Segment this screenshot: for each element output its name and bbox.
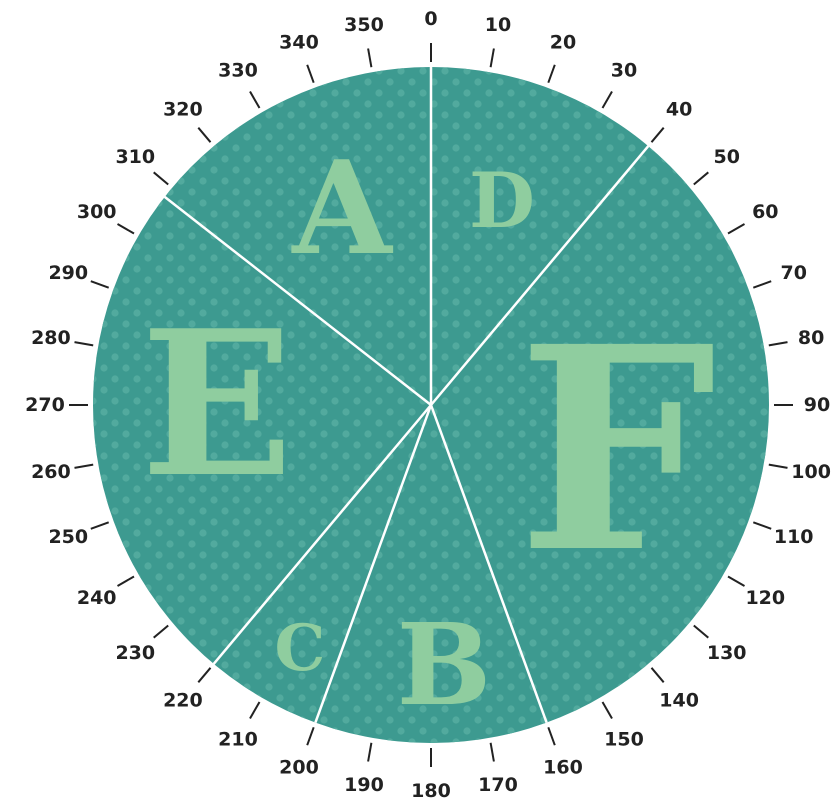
dial-tick-label: 140 (659, 690, 699, 712)
dial-tick (367, 742, 373, 762)
dial-tick-label: 0 (424, 8, 437, 30)
dial-tick-label: 290 (48, 262, 88, 284)
sector-dividers (163, 67, 650, 724)
dial-tick-label: 160 (543, 757, 583, 779)
dial-tick (489, 48, 495, 68)
dial-tick-label: 310 (115, 146, 155, 168)
dial-tick (367, 48, 373, 68)
sector-divider (163, 195, 432, 406)
dial-tick (117, 223, 135, 235)
dial-tick (547, 726, 556, 746)
dial-tick (90, 280, 110, 289)
dial-tick-label: 250 (48, 526, 88, 548)
dial-tick-label: 320 (163, 98, 203, 120)
dial-tick (601, 91, 613, 109)
dial-tick-label: 130 (707, 642, 747, 664)
dial-tick-label: 190 (344, 774, 384, 796)
sector-divider (429, 404, 548, 724)
sector-label-d: D (469, 156, 535, 245)
dial-tick (650, 667, 665, 683)
dial-tick (306, 64, 315, 84)
sector-label-b: B (397, 600, 492, 731)
dial-tick-label: 260 (31, 461, 71, 483)
dial-tick (489, 742, 495, 762)
dial-tick (752, 521, 772, 530)
dial-tick-label: 40 (666, 98, 692, 120)
dial-tick-label: 350 (344, 14, 384, 36)
dial-tick-labels: 0 10 20 30 40 50 60 70 80 90 100 110 120 130 140 150 160… (25, 8, 831, 802)
dial-tick-label: 150 (604, 728, 644, 750)
dial-tick-label: 20 (550, 31, 576, 53)
sector-labels: A D E F B C (141, 134, 717, 731)
dial-tick-label: 210 (218, 728, 258, 750)
sector-label-f: F (518, 286, 717, 615)
dial-tick (153, 624, 169, 639)
sector-divider (314, 404, 433, 724)
dial-tick-label: 30 (611, 60, 637, 82)
dial-tick-label: 110 (774, 526, 814, 548)
dial-tick-label: 330 (218, 60, 258, 82)
dial-tick (306, 726, 315, 746)
dial-tick (197, 667, 212, 683)
dial-tick-label: 180 (411, 780, 451, 799)
dial-tick (752, 280, 772, 289)
dial-tick-label: 80 (798, 327, 824, 349)
dial-tick-label: 50 (713, 146, 739, 168)
sector-divider (212, 404, 432, 665)
dial-tick (768, 463, 788, 469)
dial-ticks (69, 43, 793, 767)
dial-tick (197, 127, 212, 143)
dial-tick (249, 701, 261, 719)
dial-tick-label: 120 (745, 587, 785, 609)
dial-tick (117, 575, 135, 587)
dial-tick-label: 200 (279, 757, 319, 779)
dial-tick-label: 10 (485, 14, 511, 36)
sector-label-c: C (275, 611, 326, 686)
dial-tick (650, 127, 665, 143)
dial-tick (90, 521, 110, 530)
dial-tick-label: 280 (31, 327, 71, 349)
dial-tick-label: 60 (752, 201, 778, 223)
dial-tick (693, 624, 709, 639)
dial-tick (74, 463, 94, 469)
dial-tick-label: 70 (780, 262, 806, 284)
dial-tick-label: 270 (25, 394, 65, 416)
dial-tick-label: 170 (478, 774, 518, 796)
dial-tick-label: 100 (791, 461, 831, 483)
dial-tick-label: 90 (804, 394, 830, 416)
sector-label-e: E (141, 287, 293, 522)
dial-tick (74, 341, 94, 347)
dial-tick (727, 223, 745, 235)
dial-tick-label: 300 (77, 201, 117, 223)
dial-tick (727, 575, 745, 587)
sector-divider (430, 145, 650, 406)
dial-tick-label: 240 (77, 587, 117, 609)
dial-tick (693, 171, 709, 186)
sector-label-a: A (291, 134, 393, 284)
dial-tick (547, 64, 556, 84)
dial-tick-label: 220 (163, 690, 203, 712)
dial-tick (601, 701, 613, 719)
dial-tick-label: 340 (279, 31, 319, 53)
dial-tick (153, 171, 169, 186)
dial-tick (249, 91, 261, 109)
dial-tick (768, 341, 788, 347)
dial-tick-label: 230 (115, 642, 155, 664)
